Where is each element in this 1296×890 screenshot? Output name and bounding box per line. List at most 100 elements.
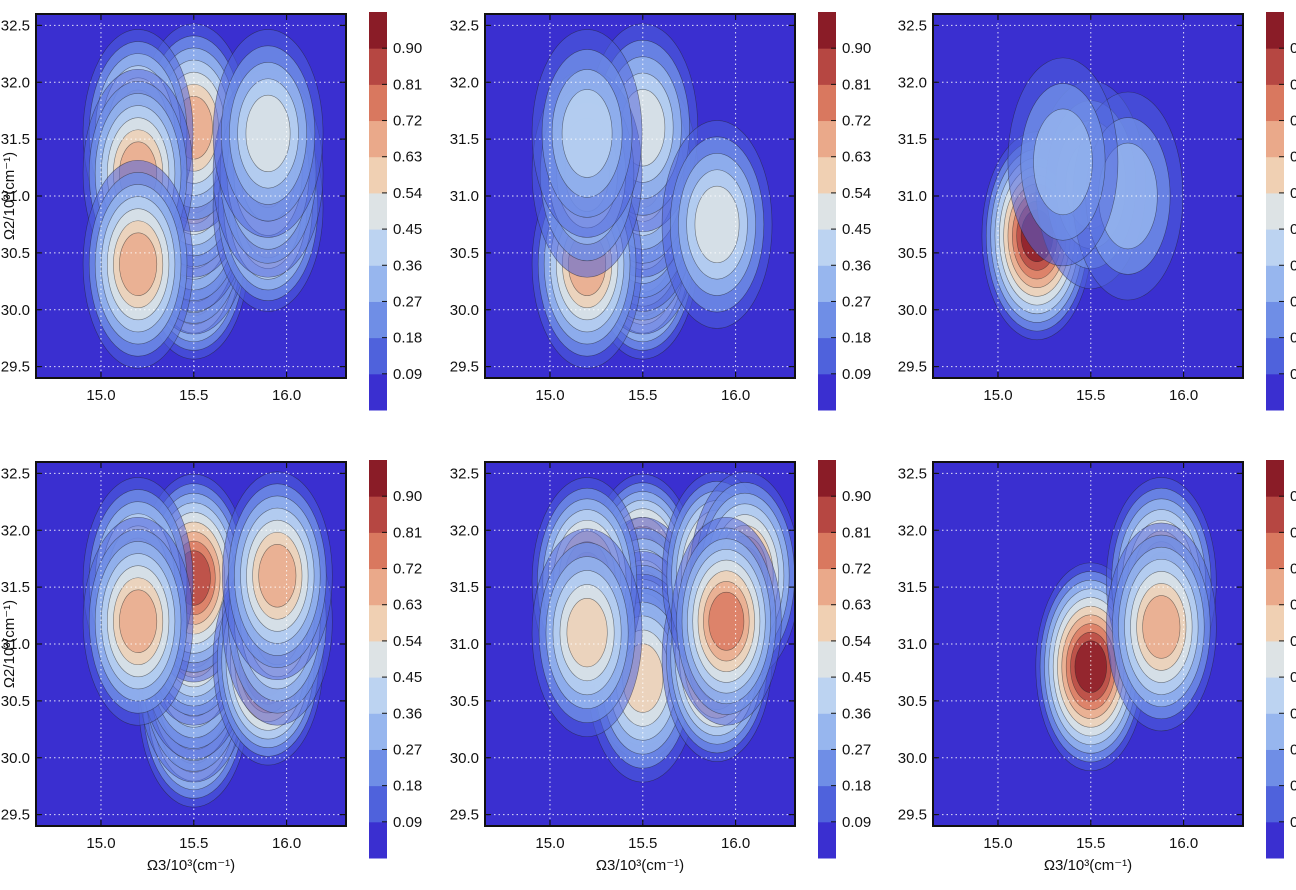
colorbar-band (818, 749, 836, 787)
colorbar-label: 0.90 (393, 40, 422, 57)
colorbar-band (818, 568, 836, 606)
colorbar-band (369, 337, 387, 375)
colorbar-label: 0.81 (393, 76, 422, 93)
y-tick-label: 31.5 (898, 579, 927, 596)
x-axis-label: Ω3/10³(cm⁻¹) (1044, 857, 1132, 874)
contour-level-8 (708, 591, 745, 651)
colorbar-band (1266, 532, 1284, 570)
colorbar-label: 0.81 (393, 524, 422, 541)
peak-6 (531, 528, 643, 737)
y-tick-label: 29.5 (1, 807, 30, 824)
colorbar-label: 0.09 (842, 366, 871, 383)
colorbar-band (818, 821, 836, 859)
colorbar-label: 0.27 (1290, 741, 1296, 758)
colorbar-band (369, 677, 387, 714)
colorbar-band (1266, 821, 1284, 859)
y-tick-label: 32.0 (898, 522, 927, 539)
y-tick-label: 31.0 (450, 636, 479, 653)
y-tick-label: 31.5 (450, 579, 479, 596)
colorbar-label: 0.27 (842, 293, 871, 310)
colorbar-label: 0.27 (1290, 293, 1296, 310)
colorbar-label: 0.90 (1290, 40, 1296, 57)
colorbar-label: 0.54 (1290, 633, 1296, 650)
contour-level-5 (694, 185, 740, 264)
colorbar-label: 0.72 (842, 113, 871, 130)
colorbar-label: 0.18 (842, 778, 871, 795)
colorbar-band (818, 48, 836, 85)
y-tick-label: 31.5 (1, 131, 30, 148)
colorbar-label: 0.90 (842, 488, 871, 505)
y-tick-label: 31.0 (1, 636, 30, 653)
colorbar-band (1266, 192, 1284, 230)
colorbar-band (369, 301, 387, 339)
y-tick-label: 32.5 (1, 465, 30, 482)
colorbar-label: 0.63 (1290, 597, 1296, 614)
y-tick-label: 30.5 (898, 245, 927, 262)
colorbar-band (369, 48, 387, 85)
colorbar-band (1266, 373, 1284, 411)
contour-level-7 (119, 232, 158, 296)
colorbar-label: 0.45 (842, 669, 871, 686)
colorbar-band (369, 713, 387, 750)
colorbar-label: 0.90 (1290, 488, 1296, 505)
colorbar-band (818, 604, 836, 642)
plot-area (485, 14, 795, 378)
colorbar-label: 0.72 (1290, 561, 1296, 578)
colorbar-band (1266, 229, 1284, 266)
colorbar-label: 0.81 (1290, 76, 1296, 93)
colorbar-band (818, 713, 836, 750)
colorbar-label: 0.18 (393, 778, 422, 795)
x-axis-label: Ω3/10³(cm⁻¹) (596, 857, 684, 874)
colorbar-label: 0.63 (393, 149, 422, 166)
colorbar-label: 0.36 (842, 705, 871, 722)
colorbar-label: 0.72 (393, 561, 422, 578)
colorbar-label: 0.54 (842, 185, 871, 202)
y-tick-label: 32.0 (1, 74, 30, 91)
y-tick-label: 32.5 (898, 17, 927, 34)
colorbar-band (818, 156, 836, 194)
contour-level-10 (1074, 640, 1107, 693)
colorbar: 0.09 0.18 0.27 0.36 0.45 0.54 0.63 0.72 0.81 0.90 (818, 460, 871, 859)
colorbar-band (369, 821, 387, 859)
y-tick-label: 30.5 (1, 693, 30, 710)
panel-top-right: 15.0 15.5 16.0 29.5 30.0 30.5 31.0 31.5 32.0 32.5… (898, 12, 1296, 411)
y-tick-label: 31.5 (898, 131, 927, 148)
peak-4 (1007, 57, 1119, 267)
x-tick-label: 16.0 (1169, 835, 1198, 852)
colorbar-label: 0.54 (842, 633, 871, 650)
y-tick-label: 31.5 (1, 579, 30, 596)
colorbar-label: 0.09 (1290, 814, 1296, 831)
peak-8 (531, 29, 643, 238)
colorbar-label: 0.54 (393, 633, 422, 650)
colorbar-label: 0.90 (842, 40, 871, 57)
colorbar-band (1266, 604, 1284, 642)
colorbar-band (1266, 337, 1284, 375)
colorbar-label: 0.36 (393, 257, 422, 274)
y-tick-label: 31.0 (450, 188, 479, 205)
colorbar-label: 0.90 (393, 488, 422, 505)
colorbar-label: 0.63 (842, 597, 871, 614)
x-tick-label: 16.0 (272, 835, 301, 852)
y-tick-label: 32.0 (1, 522, 30, 539)
y-tick-label: 29.5 (450, 807, 479, 824)
colorbar-label: 0.09 (393, 366, 422, 383)
colorbar-band (818, 120, 836, 158)
contour-level-3 (1033, 108, 1093, 216)
x-tick-label: 15.0 (983, 387, 1012, 404)
colorbar-band (818, 373, 836, 411)
y-tick-label: 30.0 (898, 750, 927, 767)
colorbar-label: 0.63 (393, 597, 422, 614)
colorbar-label: 0.45 (1290, 221, 1296, 238)
colorbar-band (1266, 568, 1284, 606)
x-tick-label: 16.0 (272, 387, 301, 404)
plot-area (36, 462, 346, 826)
colorbar-band (1266, 713, 1284, 750)
colorbar-band (818, 12, 836, 49)
y-tick-label: 30.5 (898, 693, 927, 710)
panels-layer: 15.0 15.5 16.0 29.5 30.0 30.5 31.0 31.5 32.0 32.5… (1, 12, 1296, 874)
colorbar-band (369, 640, 387, 678)
x-tick-label: 15.5 (179, 387, 208, 404)
y-tick-label: 29.5 (1, 359, 30, 376)
plot-area (933, 14, 1243, 378)
colorbar-label: 0.36 (1290, 257, 1296, 274)
